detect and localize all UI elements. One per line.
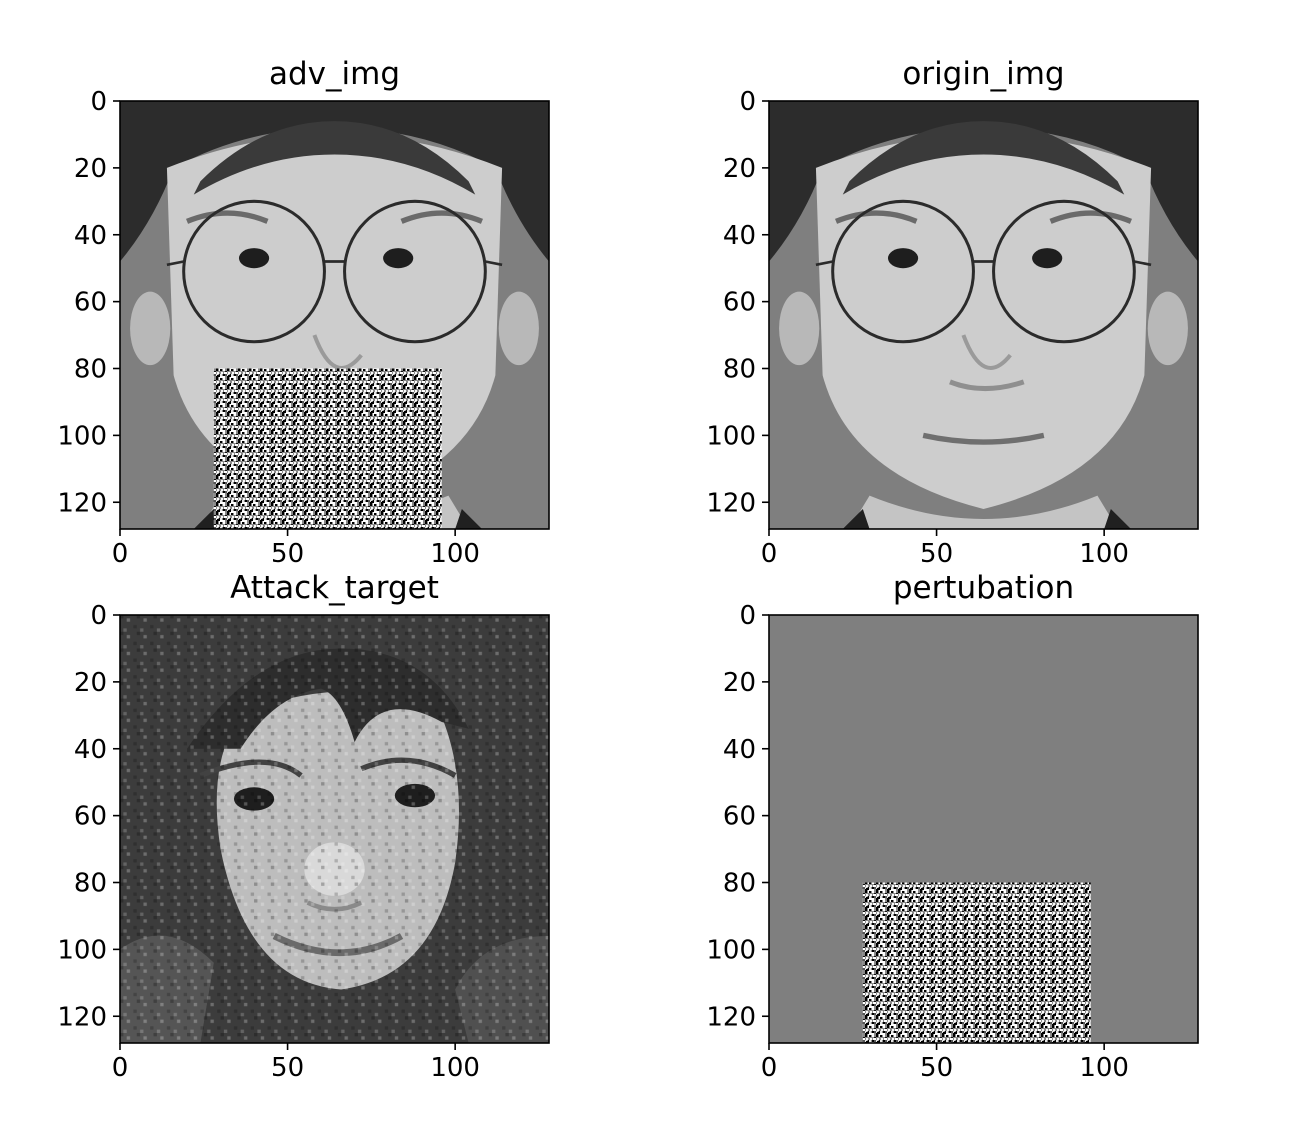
- perturbation-patch: [213, 368, 442, 529]
- subplot-4: 0 50 100 0 20 40 60 80 100 120 pertubation: [706, 570, 1199, 1083]
- y-tick-label: 40: [74, 735, 107, 765]
- perturbation-patch: [862, 882, 1091, 1043]
- y-tick-label: 80: [723, 355, 756, 385]
- y-tick-label: 60: [723, 288, 756, 318]
- subplot-title: pertubation: [893, 570, 1074, 606]
- x-tick-label: 50: [271, 1053, 304, 1083]
- axes-frame: [768, 100, 1199, 530]
- y-tick-label: 80: [74, 355, 107, 385]
- x-tick-label: 100: [1079, 539, 1129, 569]
- x-tick-label: 0: [112, 1053, 129, 1083]
- y-tick-label: 20: [723, 154, 756, 184]
- y-tick-label: 40: [723, 221, 756, 251]
- x-tick-label: 0: [112, 539, 129, 569]
- x-tick-label: 100: [430, 1053, 480, 1083]
- y-tick-label: 120: [57, 488, 107, 518]
- y-tick-label: 0: [90, 87, 107, 117]
- image-target: [120, 615, 549, 1043]
- y-tick-label: 0: [90, 601, 107, 631]
- y-tick-label: 100: [57, 935, 107, 965]
- y-tick-label: 20: [74, 154, 107, 184]
- y-tick-label: 0: [739, 87, 756, 117]
- y-tick-label: 80: [74, 869, 107, 899]
- y-tick-label: 80: [723, 869, 756, 899]
- subplot-2: 0 50 100 0 20 40 60 80 100 120 origin_img: [706, 56, 1198, 569]
- y-tick-label: 20: [723, 668, 756, 698]
- x-tick-label: 0: [761, 539, 778, 569]
- y-tick-label: 60: [74, 288, 107, 318]
- y-tick-label: 100: [706, 421, 756, 451]
- x-tick-label: 50: [920, 1053, 953, 1083]
- image-origin: [769, 101, 1198, 529]
- y-tick-label: 100: [706, 935, 756, 965]
- subplot-title: Attack_target: [230, 570, 439, 606]
- axes-frame: [119, 100, 550, 530]
- axes-frame: [768, 614, 1199, 1044]
- y-tick-label: 120: [706, 488, 756, 518]
- y-tick-label: 60: [74, 802, 107, 832]
- y-tick-label: 100: [57, 421, 107, 451]
- y-tick-label: 120: [57, 1002, 107, 1032]
- subplot-title: adv_img: [269, 56, 400, 92]
- x-tick-label: 50: [920, 539, 953, 569]
- subplot-3: 0 50 100 0 20 40 60 80 100 120 Attack_target: [57, 570, 549, 1083]
- subplot-title: origin_img: [902, 56, 1064, 92]
- y-tick-label: 0: [739, 601, 756, 631]
- subplot-1: 0 50 100 0 20 40 60 80 100 120 adv_img: [57, 56, 549, 569]
- x-tick-label: 50: [271, 539, 304, 569]
- x-tick-label: 0: [761, 1053, 778, 1083]
- x-tick-label: 100: [1079, 1053, 1129, 1083]
- y-tick-label: 20: [74, 668, 107, 698]
- axes-frame: [119, 614, 550, 1044]
- y-tick-label: 40: [74, 221, 107, 251]
- y-tick-label: 60: [723, 802, 756, 832]
- y-tick-label: 40: [723, 735, 756, 765]
- y-tick-label: 120: [706, 1002, 756, 1032]
- x-tick-label: 100: [430, 539, 480, 569]
